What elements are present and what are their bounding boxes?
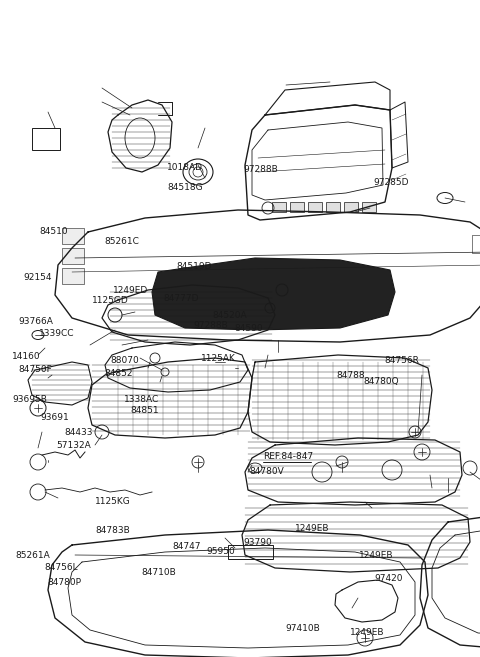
Text: 93766A: 93766A — [18, 317, 53, 327]
Text: 1339CC: 1339CC — [39, 329, 75, 338]
Bar — [62, 228, 84, 244]
Text: 84777D: 84777D — [163, 294, 199, 304]
Text: 14160: 14160 — [12, 351, 41, 361]
Bar — [62, 268, 84, 284]
Text: 84747: 84747 — [173, 542, 201, 551]
Text: 84783B: 84783B — [95, 526, 130, 535]
Bar — [326, 202, 340, 212]
Bar — [308, 202, 322, 212]
Text: 84780P: 84780P — [47, 578, 81, 587]
Text: 84750F: 84750F — [18, 365, 52, 374]
Text: REF.84-847: REF.84-847 — [263, 452, 313, 461]
Text: 84851: 84851 — [131, 406, 159, 415]
Bar — [472, 235, 480, 253]
Text: 97285D: 97285D — [373, 178, 409, 187]
Text: 57132A: 57132A — [57, 441, 91, 450]
Text: 84780V: 84780V — [250, 467, 284, 476]
Text: 95950: 95950 — [206, 547, 235, 556]
Text: 93790: 93790 — [244, 538, 273, 547]
Text: 84518G: 84518G — [167, 183, 203, 192]
Bar — [362, 202, 376, 212]
Bar — [32, 128, 60, 150]
Text: 1249EB: 1249EB — [350, 628, 385, 637]
Polygon shape — [152, 258, 395, 330]
Text: 1125GD: 1125GD — [92, 296, 129, 306]
Text: 1249EB: 1249EB — [359, 551, 394, 560]
Text: 1338AC: 1338AC — [124, 395, 159, 404]
Bar — [228, 545, 273, 559]
Text: 97288B: 97288B — [193, 321, 228, 330]
Text: 84788: 84788 — [336, 371, 365, 380]
Bar — [290, 202, 304, 212]
Text: 84520A: 84520A — [212, 311, 247, 320]
Text: 92154: 92154 — [23, 273, 51, 282]
Text: 97288B: 97288B — [244, 165, 278, 174]
Text: 84756R: 84756R — [384, 355, 419, 365]
Text: 84519D: 84519D — [177, 261, 212, 271]
Text: 84780Q: 84780Q — [364, 376, 399, 386]
Text: 84510: 84510 — [39, 227, 68, 236]
Text: 97410B: 97410B — [286, 623, 320, 633]
Text: 1125AK: 1125AK — [201, 353, 236, 363]
Text: 84852: 84852 — [105, 369, 133, 378]
Text: 84590: 84590 — [234, 324, 263, 333]
Text: 1125KG: 1125KG — [95, 497, 131, 506]
Text: 93695B: 93695B — [12, 395, 47, 404]
Text: 1018AD: 1018AD — [167, 163, 203, 172]
Text: 93691: 93691 — [41, 413, 70, 422]
Bar — [62, 248, 84, 264]
Text: 1249EB: 1249EB — [295, 524, 330, 533]
Bar — [344, 202, 358, 212]
Text: 84756L: 84756L — [44, 563, 78, 572]
Text: 88070: 88070 — [110, 355, 139, 365]
Text: 97420: 97420 — [374, 574, 403, 583]
Text: 85261A: 85261A — [15, 551, 50, 560]
Text: 85261C: 85261C — [105, 237, 140, 246]
Text: 84433: 84433 — [65, 428, 93, 437]
Text: 1249ED: 1249ED — [113, 286, 148, 295]
Text: 84710B: 84710B — [142, 568, 176, 578]
Bar — [272, 202, 286, 212]
